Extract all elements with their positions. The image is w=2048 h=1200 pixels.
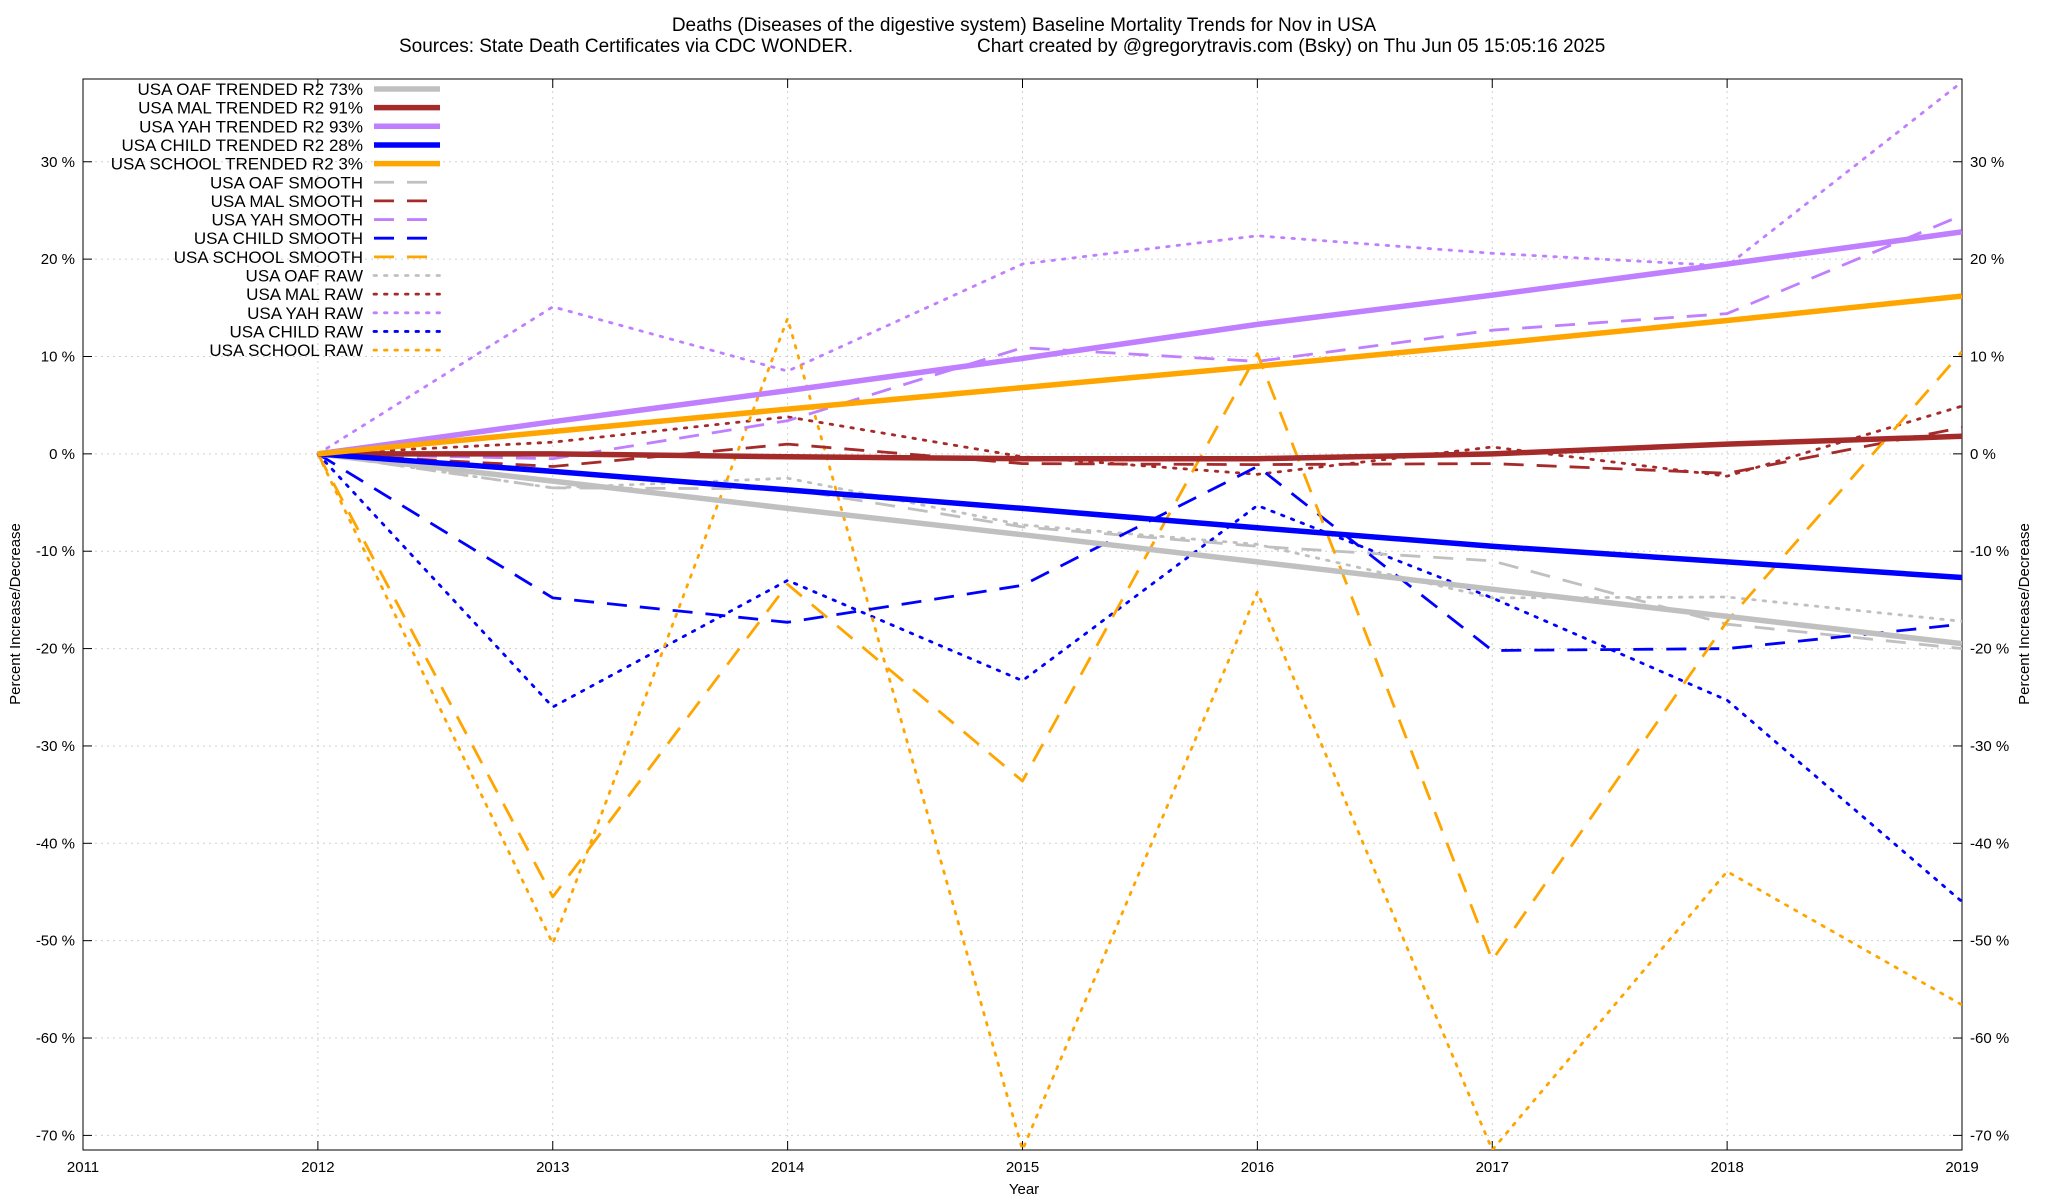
y-tick-label-left: -50 % xyxy=(36,933,75,950)
legend-label-usa-yah-smooth: USA YAH SMOOTH xyxy=(212,211,363,230)
y-tick-label-right: 10 % xyxy=(1970,348,2004,365)
chart-title: Deaths (Diseases of the digestive system… xyxy=(672,15,1377,36)
y-tick-label-right: -20 % xyxy=(1970,641,2009,658)
x-tick-label: 2011 xyxy=(67,1159,99,1176)
y-tick-label-left: 0 % xyxy=(49,446,75,463)
legend: USA OAF TRENDED R2 73%USA MAL TRENDED R2… xyxy=(111,80,442,360)
y-tick-label-right: -70 % xyxy=(1970,1127,2009,1144)
y-axis-label-right: Percent Increase/Decrease xyxy=(2016,523,2033,705)
series-line-usa-child-smooth xyxy=(317,452,1962,652)
y-tick-label-left: 20 % xyxy=(41,251,75,268)
y-tick-label-left: -70 % xyxy=(36,1127,75,1144)
y-tick-label-right: -60 % xyxy=(1970,1030,2009,1047)
legend-label-usa-child-smooth: USA CHILD SMOOTH xyxy=(194,229,363,248)
series-line-usa-school-trended xyxy=(317,293,1962,457)
chart-subtitle-sources: Sources: State Death Certificates via CD… xyxy=(399,36,853,57)
x-tick-label: 2016 xyxy=(1241,1159,1274,1176)
y-tick-label-right: -30 % xyxy=(1970,738,2009,755)
chart-subtitle-credit: Chart created by @gregorytravis.com (Bsk… xyxy=(977,36,1605,57)
y-tick-label-left: 10 % xyxy=(41,348,75,365)
legend-label-usa-child-raw: USA CHILD RAW xyxy=(229,322,363,341)
legend-label-usa-school-smooth: USA SCHOOL SMOOTH xyxy=(174,248,363,267)
legend-label-usa-yah-raw: USA YAH RAW xyxy=(247,304,363,323)
series-lines xyxy=(316,80,1962,1150)
legend-label-usa-mal-trended: USA MAL TRENDED R2 91% xyxy=(138,99,363,118)
y-tick-label-right: -10 % xyxy=(1970,543,2009,560)
y-tick-label-left: 30 % xyxy=(41,154,75,171)
x-axis-label: Year xyxy=(1009,1181,1039,1198)
legend-label-usa-oaf-raw: USA OAF RAW xyxy=(246,267,363,286)
y-tick-label-right: 0 % xyxy=(1970,446,1996,463)
legend-label-usa-mal-smooth: USA MAL SMOOTH xyxy=(211,192,363,211)
y-axis-label-left: Percent Increase/Decrease xyxy=(7,523,24,705)
y-tick-label-left: -40 % xyxy=(36,835,75,852)
legend-label-usa-child-trended: USA CHILD TRENDED R2 28% xyxy=(121,136,363,155)
axis-ticks: 30 % 30 % 20 % 20 % 10 % 10 % 0 % 0 % -10 % -10 %… xyxy=(36,79,2009,1176)
x-tick-label: 2018 xyxy=(1710,1159,1743,1176)
y-tick-label-right: -40 % xyxy=(1970,835,2009,852)
x-tick-label: 2014 xyxy=(771,1159,804,1176)
y-tick-label-left: -30 % xyxy=(36,738,75,755)
series-line-usa-mal-smooth xyxy=(317,426,1962,475)
series-line-usa-mal-trended xyxy=(317,433,1962,462)
series-line-usa-school-raw xyxy=(316,317,1962,1150)
y-tick-label-right: -50 % xyxy=(1970,933,2009,950)
series-line-usa-school-smooth xyxy=(316,350,1962,962)
series-line-usa-yah-raw xyxy=(316,80,1962,456)
legend-label-usa-mal-raw: USA MAL RAW xyxy=(246,285,363,304)
legend-label-usa-yah-trended: USA YAH TRENDED R2 93% xyxy=(139,117,363,136)
y-tick-label-left: -60 % xyxy=(36,1030,75,1047)
series-line-usa-yah-trended xyxy=(317,229,1962,457)
x-tick-label: 2019 xyxy=(1945,1159,1978,1176)
legend-label-usa-oaf-trended: USA OAF TRENDED R2 73% xyxy=(138,80,363,99)
series-line-usa-child-trended xyxy=(317,451,1962,581)
y-tick-label-right: 20 % xyxy=(1970,251,2004,268)
legend-label-usa-school-trended: USA SCHOOL TRENDED R2 3% xyxy=(111,155,363,174)
y-tick-label-left: -20 % xyxy=(36,641,75,658)
legend-label-usa-school-raw: USA SCHOOL RAW xyxy=(209,341,363,360)
series-line-usa-child-raw xyxy=(316,452,1962,904)
series-line-usa-oaf-trended xyxy=(317,451,1962,647)
legend-label-usa-oaf-smooth: USA OAF SMOOTH xyxy=(210,173,363,192)
y-tick-label-right: 30 % xyxy=(1970,154,2004,171)
y-tick-label-left: -10 % xyxy=(36,543,75,560)
x-tick-label: 2015 xyxy=(1006,1159,1039,1176)
x-tick-label: 2017 xyxy=(1476,1159,1509,1176)
x-tick-label: 2013 xyxy=(536,1159,569,1176)
x-tick-label: 2012 xyxy=(301,1159,334,1176)
